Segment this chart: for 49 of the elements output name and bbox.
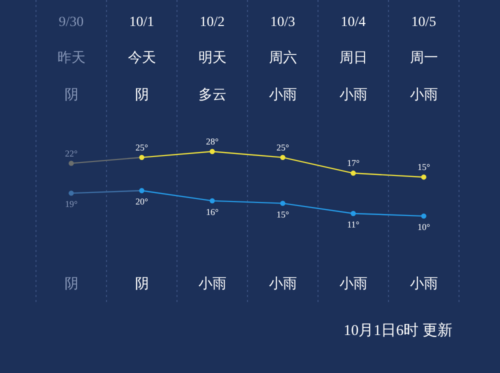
x-tick-label: 10/1 (129, 15, 154, 30)
annotation: 阴 (134, 88, 149, 103)
point (421, 174, 426, 180)
point (210, 198, 215, 204)
point (210, 148, 215, 154)
point (68, 190, 74, 196)
data-label: 10° (417, 222, 430, 232)
point (139, 188, 144, 194)
annotation: 小雨 (268, 87, 297, 103)
point (350, 170, 356, 176)
point (350, 210, 356, 216)
data-label: 20° (135, 196, 148, 207)
annotation: 阴 (64, 88, 78, 103)
x-tick-label: 10/4 (340, 15, 366, 30)
annotation: 小雨 (339, 87, 368, 103)
annotation: 今天 (128, 50, 156, 66)
data-label: 25° (135, 142, 148, 152)
data-label: 17° (346, 158, 360, 168)
data-label: 15° (276, 209, 290, 220)
point (280, 154, 286, 160)
x-tick-label: 10/5 (411, 15, 436, 30)
annotation: 小雨 (198, 276, 226, 292)
point (421, 213, 426, 219)
text: 10月1日6时 更新 (344, 322, 452, 339)
annotation: 小雨 (268, 276, 297, 292)
annotation: 周一 (410, 51, 438, 66)
data-label: 15° (417, 162, 430, 172)
data-label: 25° (276, 142, 290, 152)
annotation: 小雨 (410, 87, 438, 103)
annotation: 多云 (198, 87, 226, 103)
point (68, 160, 74, 166)
point (280, 200, 286, 206)
data-label: 16° (206, 206, 219, 217)
x-tick-label: 10/2 (200, 15, 225, 30)
data-label: 19° (64, 199, 78, 210)
annotation: 小雨 (339, 276, 368, 292)
annotation: 阴 (134, 277, 149, 292)
annotation: 明天 (198, 51, 226, 66)
x-tick-label: 10/3 (270, 15, 296, 30)
annotation: 昨天 (57, 50, 86, 66)
data-label: 11° (347, 220, 360, 230)
x-tick-label: 9/30 (58, 15, 84, 30)
data-label: 28° (206, 136, 219, 147)
data-label: 22° (64, 148, 78, 158)
annotation: 周六 (268, 50, 297, 66)
annotation: 周日 (339, 51, 368, 66)
annotation: 阴 (64, 277, 78, 292)
point (139, 154, 144, 160)
annotation: 小雨 (410, 276, 438, 292)
